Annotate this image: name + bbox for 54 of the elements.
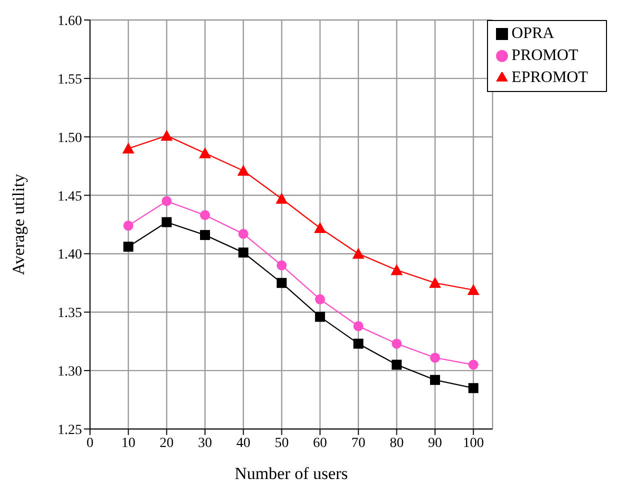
point [430,374,440,385]
x-tick-label: 10 [121,436,136,451]
point [238,248,248,258]
legend-label: OPRA [512,25,554,42]
point [276,192,288,204]
y-tick-label: 1.50 [58,130,82,146]
point [200,210,210,220]
point [315,312,326,322]
point [352,248,364,259]
y-tick-label: 1.60 [58,14,82,29]
point [429,276,442,288]
legend-label: PROMOT [512,47,578,64]
point [199,147,212,158]
point [315,294,326,304]
point [468,383,478,394]
point [276,278,287,288]
x-tick-label: 70 [351,436,366,451]
point [392,338,402,349]
point [162,217,172,228]
point [467,284,480,295]
x-axis-title: Number of users [234,464,348,483]
x-tick-label: 60 [313,436,328,451]
point [390,264,403,276]
x-tick-label: 30 [198,436,212,451]
point [122,142,134,154]
x-tick-label: 80 [390,436,404,451]
x-tick-label: 40 [236,436,250,451]
point [123,220,134,231]
y-tick-label: 1.40 [58,248,82,263]
point [200,230,210,240]
y-tick-label: 1.55 [58,72,82,88]
y-tick-label: 1.35 [58,306,82,322]
x-tick-label: 50 [274,436,289,451]
x-tick-label: 90 [428,436,442,451]
point [353,338,364,349]
x-tick-label: 100 [462,436,484,451]
y-tick-label: 1.30 [58,364,82,380]
point [238,228,248,239]
point [468,360,478,370]
x-tick-label: 20 [160,436,174,451]
y-tick-label: 1.25 [58,422,82,438]
point [160,130,173,141]
point [237,164,250,176]
point [430,352,440,363]
point [123,242,134,252]
y-axis-title: Average utility [9,173,28,276]
point [392,360,402,370]
legend-label: EPROMOT [512,69,588,86]
point [353,321,364,332]
point [162,196,172,206]
y-tick-label: 1.45 [58,189,82,204]
x-tick-label: 0 [86,436,94,451]
point [276,260,287,270]
point [314,222,326,234]
